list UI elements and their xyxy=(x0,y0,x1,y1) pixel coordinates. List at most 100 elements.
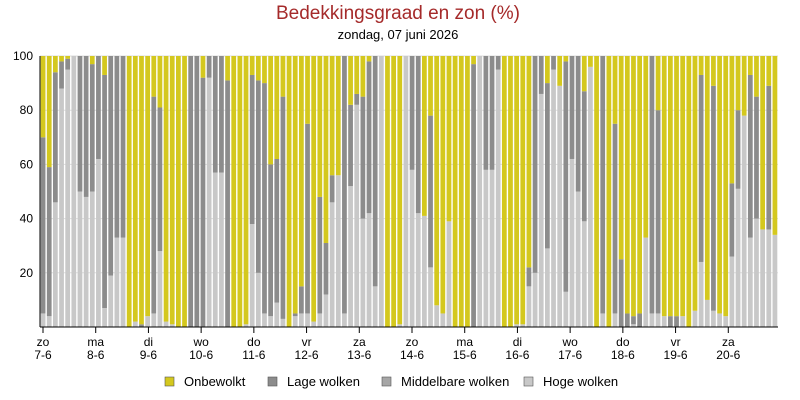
x-tick-day-1: ma xyxy=(87,335,104,349)
bar-9-hoge xyxy=(96,158,101,327)
bar-14-onbewolkt xyxy=(126,56,132,327)
bar-102-lage xyxy=(668,316,673,327)
bar-39-onbewolkt xyxy=(280,56,286,97)
bar-29-hoge xyxy=(219,172,224,327)
bar-2-hoge xyxy=(53,202,58,327)
bar-81-hoge xyxy=(538,93,544,327)
bar-108-onbewolkt xyxy=(704,56,710,300)
bar-16-onbewolkt xyxy=(139,56,144,325)
bar-17-hoge xyxy=(145,316,150,327)
bar-28-hoge xyxy=(212,172,218,327)
y-tick-label-80: 80 xyxy=(20,103,34,117)
bar-61-hoge xyxy=(415,213,421,327)
bar-119-onbewolkt xyxy=(772,56,778,235)
x-tick-day-10: wo xyxy=(561,335,578,349)
bar-59-hoge xyxy=(403,56,409,327)
bar-97-lage xyxy=(637,313,642,327)
bar-52-hoge xyxy=(360,218,366,327)
bar-118-onbewolkt xyxy=(766,56,772,86)
y-tick-label-40: 40 xyxy=(20,212,34,226)
legend-swatch-2 xyxy=(381,376,392,387)
bar-66-onbewolkt xyxy=(446,56,452,222)
bar-31-onbewolkt xyxy=(231,56,237,327)
bar-51-onbewolkt xyxy=(354,56,360,94)
bar-107-onbewolkt xyxy=(698,56,704,75)
legend: Onbewolkt Lage wolken Middelbare wolken Hog… xyxy=(164,374,618,389)
x-tick-date-8: 15-6 xyxy=(453,348,477,362)
bar-2-lage xyxy=(53,72,58,203)
x-tick-day-6: za xyxy=(353,335,366,349)
bar-10-hoge xyxy=(102,308,107,327)
bar-113-hoge xyxy=(735,188,741,327)
bar-54-hoge xyxy=(372,286,378,327)
bar-37-onbewolkt xyxy=(268,56,273,165)
bar-74-lage xyxy=(495,56,501,70)
bar-105-onbewolkt xyxy=(686,56,692,327)
bar-93-lage xyxy=(612,123,618,314)
x-tick-date-13: 20-6 xyxy=(716,348,740,362)
bar-115-onbewolkt xyxy=(747,56,753,75)
bar-8-hoge xyxy=(89,191,95,327)
bar-43-hoge xyxy=(305,313,310,327)
bar-91-lage xyxy=(600,56,606,314)
bar-39-lage xyxy=(280,96,286,319)
bar-43-lage xyxy=(305,123,310,314)
bar-99-hoge xyxy=(649,313,655,327)
legend-label-2: Middelbare wolken xyxy=(401,374,509,389)
bar-34-onbewolkt xyxy=(249,56,255,75)
bar-114-hoge xyxy=(741,115,747,328)
bar-69-onbewolkt xyxy=(465,56,470,327)
bar-79-hoge xyxy=(526,286,532,327)
bar-19-hoge xyxy=(157,251,163,327)
bar-110-onbewolkt xyxy=(717,56,722,314)
bar-29-lage xyxy=(219,56,224,173)
bar-10-onbewolkt xyxy=(102,56,107,75)
bar-108-hoge xyxy=(704,299,710,327)
bar-4-onbewolkt xyxy=(65,56,71,59)
legend-swatch-1 xyxy=(267,376,278,387)
x-tick-day-3: wo xyxy=(192,335,209,349)
bar-76-onbewolkt xyxy=(508,56,513,327)
bar-112-hoge xyxy=(729,256,735,327)
bar-115-lage xyxy=(747,74,753,238)
bar-42-lage xyxy=(299,286,304,314)
bar-94-onbewolkt xyxy=(618,56,624,260)
bar-118-hoge xyxy=(766,229,772,327)
bar-58-onbewolkt xyxy=(397,56,403,325)
bar-19-lage xyxy=(157,107,163,252)
bar-78-onbewolkt xyxy=(520,56,526,325)
bar-1-lage xyxy=(46,167,52,317)
bar-21-onbewolkt xyxy=(169,56,175,325)
bar-52-lage xyxy=(360,96,366,219)
bar-21-hoge xyxy=(169,324,175,327)
bar-36-lage xyxy=(262,83,267,314)
bar-77-hoge xyxy=(514,324,519,327)
bar-13-hoge xyxy=(120,237,126,327)
x-tick-date-6: 13-6 xyxy=(347,348,371,362)
bar-9-lage xyxy=(96,56,101,159)
bar-51-lage xyxy=(354,93,360,105)
bar-47-hoge xyxy=(329,202,335,327)
bar-47-lage xyxy=(329,175,335,203)
bar-15-hoge xyxy=(132,321,138,327)
bar-38-onbewolkt xyxy=(274,56,280,159)
bar-84-onbewolkt xyxy=(557,56,563,86)
bar-94-lage xyxy=(618,259,624,327)
bar-85-onbewolkt xyxy=(563,56,569,62)
bar-73-hoge xyxy=(489,169,495,327)
bar-87-lage xyxy=(575,56,581,192)
bar-106-hoge xyxy=(692,310,698,327)
x-tick-day-2: di xyxy=(144,335,153,349)
bar-6-lage xyxy=(77,56,83,192)
bar-45-onbewolkt xyxy=(317,56,323,197)
bar-13-lage xyxy=(120,56,126,238)
bar-116-onbewolkt xyxy=(754,56,759,97)
bar-100-onbewolkt xyxy=(655,56,661,111)
bar-30-onbewolkt xyxy=(225,56,230,81)
bar-95-onbewolkt xyxy=(624,56,630,314)
bar-50-onbewolkt xyxy=(348,56,353,105)
bar-43-onbewolkt xyxy=(305,56,310,124)
bar-3-onbewolkt xyxy=(59,56,64,62)
bar-96-lage xyxy=(631,316,636,325)
bar-27-hoge xyxy=(206,77,212,328)
